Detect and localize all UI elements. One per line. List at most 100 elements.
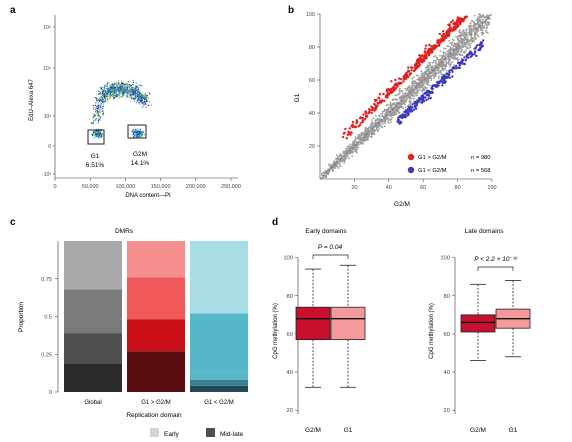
panel-b-point-g1-up: [378, 101, 382, 104]
panel-a-event-dot: [118, 80, 120, 82]
panel-b-point-g1-down: [441, 81, 445, 85]
panel-b-point-g1-up: [407, 66, 410, 69]
panel-a-event-dot: [94, 104, 96, 106]
box-category-label: G2/M: [305, 427, 321, 434]
panel-b-point-bulk: [476, 34, 479, 36]
panel-b-point-bulk: [469, 46, 472, 48]
panel-b-point-bulk: [442, 57, 445, 60]
panel-a-event-dot: [137, 136, 139, 138]
panel-a-event-dot: [136, 93, 138, 95]
panel-b-point-g1-up: [455, 22, 458, 26]
panel-a-event-dot: [141, 101, 143, 103]
panel-b-point-bulk: [389, 118, 392, 121]
panel-a-event-dot: [112, 95, 114, 97]
panel-b-point-bulk: [322, 171, 325, 174]
panel-b-point-g1-up: [423, 50, 426, 53]
panel-b-point-bulk: [441, 62, 443, 65]
panel-b-point-bulk: [401, 90, 404, 93]
panel-b-point-bulk: [461, 48, 464, 51]
panel-b-point-bulk: [465, 39, 468, 41]
panel-a-event-dot: [129, 81, 131, 83]
panel-b-point-bulk: [347, 153, 349, 155]
panel-a-event-dot: [135, 92, 137, 94]
panel-a-event-dot: [94, 132, 96, 134]
panel-a-event-dot: [121, 90, 123, 92]
panel-b-point-bulk: [422, 72, 425, 75]
panel-a-event-dot: [98, 130, 100, 132]
panel-b-point-bulk: [327, 168, 329, 171]
panel-a-event-dot: [132, 92, 134, 94]
panel-b-point-bulk: [482, 27, 484, 29]
panel-b-point-bulk: [463, 44, 466, 47]
panel-b-point-g1-up: [465, 15, 468, 18]
panel-a-event-dot: [133, 88, 135, 90]
box-category-label: G2/M: [470, 427, 486, 434]
panel-a-event-dot: [139, 128, 141, 130]
panel-b-point-bulk: [412, 76, 415, 78]
panel-a-event-dot: [126, 87, 128, 89]
panel-b-point-bulk: [438, 61, 440, 64]
panel-b-point-g1-up: [386, 92, 389, 95]
panel-b-point-bulk: [429, 62, 431, 65]
panel-b-point-bulk: [439, 54, 441, 57]
panel-a-event-dot: [123, 90, 125, 92]
panel-a-event-dot: [114, 87, 116, 89]
panel-b-point-bulk: [477, 26, 480, 29]
panel-b-point-bulk: [452, 48, 454, 51]
legend-label-g1-up: G1 > G2/M: [418, 155, 447, 161]
panel-b-point-bulk: [482, 15, 485, 18]
panel-a-event-dot: [104, 97, 106, 99]
panel-a-event-dot: [128, 86, 130, 88]
panel-b-point-bulk: [428, 64, 431, 67]
panel-b-point-bulk: [485, 31, 488, 34]
panel-b-point-bulk: [392, 112, 394, 114]
panel-a-event-dot: [111, 87, 113, 90]
panel-b-point-bulk: [399, 97, 402, 100]
panel-b-point-bulk: [473, 40, 475, 43]
panel-b-point-bulk: [342, 153, 345, 155]
panel-a-event-dot: [137, 88, 140, 90]
panel-a-event-dot: [97, 118, 99, 120]
panel-b-point-bulk: [378, 128, 380, 130]
panel-b-point-bulk: [470, 38, 472, 41]
panel-a-event-dot: [99, 97, 101, 99]
panel-b-point-bulk: [412, 97, 415, 100]
panel-c-bar-segment: [190, 386, 248, 392]
panel-b-point-g1-up: [364, 117, 367, 121]
panel-a-event-dot: [96, 134, 98, 136]
panel-a-event-dot: [134, 92, 136, 95]
panel-b-point-bulk: [416, 86, 419, 88]
panel-b-point-bulk: [411, 91, 413, 94]
panel-b-point-bulk: [339, 165, 342, 167]
panel-b-point-bulk: [450, 62, 452, 65]
panel-b-point-bulk: [381, 126, 384, 129]
panel-b-point-bulk: [359, 141, 361, 144]
panel-b-point-g1-up: [461, 19, 464, 22]
panel-a-event-dot: [125, 90, 127, 92]
panel-b-point-bulk: [385, 109, 387, 112]
panel-a-gate-percent: 6.51%: [86, 162, 105, 169]
panel-a-y-tick-label: -10³: [42, 172, 51, 178]
panel-b-y-tick-label: 80: [309, 45, 315, 51]
panel-b-point-g1-up: [362, 113, 365, 116]
panel-c-bar-segment: [64, 363, 122, 392]
panel-b-point-g1-down: [422, 100, 426, 103]
panel-b-point-bulk: [438, 67, 440, 70]
panel-b-point-g1-up: [447, 34, 450, 37]
panel-b-point-bulk: [425, 71, 428, 74]
panel-b-point-bulk: [386, 121, 389, 123]
panel-b-point-bulk: [442, 55, 444, 57]
panel-b-ylabel: G1: [294, 93, 301, 102]
panel-b-point-bulk: [357, 143, 360, 146]
panel-b-point-g1-down: [461, 59, 465, 62]
panel-b-point-bulk: [360, 142, 362, 145]
panel-a-event-dot: [129, 93, 131, 95]
panel-b-point-bulk: [410, 101, 412, 103]
panel-b-point-g1-down: [397, 116, 400, 119]
panel-a-event-dot: [123, 83, 125, 85]
panel-b-point-g1-up: [394, 86, 397, 90]
panel-b-point-bulk: [453, 64, 456, 66]
panel-b-point-bulk: [480, 27, 482, 29]
panel-a-event-dot: [109, 92, 111, 94]
panel-a-event-dot: [115, 94, 117, 96]
